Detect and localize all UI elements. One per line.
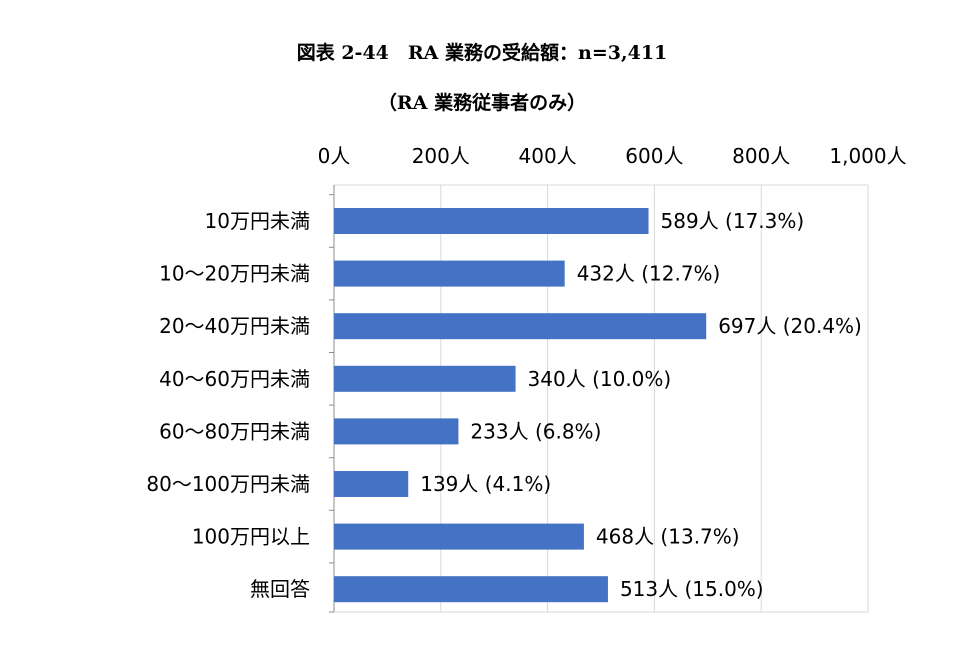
- x-tick-label: 800人: [732, 144, 790, 168]
- x-tick-label: 400人: [519, 144, 577, 168]
- bar: [334, 523, 584, 550]
- category-label: 40～60万円未満: [159, 367, 310, 391]
- bar: [334, 260, 565, 287]
- bar: [334, 208, 649, 234]
- data-label: 432人 (12.7%): [577, 262, 721, 286]
- chart-title: 図表 2-44 RA 業務の受給額：n=3,411: [296, 42, 668, 64]
- bar: [334, 365, 516, 392]
- data-label: 513人 (15.0%): [620, 577, 764, 601]
- data-label: 589人 (17.3%): [661, 209, 805, 233]
- bar: [334, 313, 707, 340]
- chart-subtitle: （RA 業務従事者のみ）: [377, 92, 587, 114]
- category-label: 無回答: [250, 577, 310, 601]
- x-tick-label: 200人: [412, 144, 470, 168]
- x-tick-label: 0人: [318, 144, 351, 168]
- category-label: 60～80万円未満: [159, 419, 310, 443]
- x-tick-label: 1,000人: [829, 144, 906, 168]
- bar: [334, 418, 459, 445]
- data-label: 139人 (4.1%): [420, 472, 551, 496]
- x-tick-label: 600人: [625, 144, 683, 168]
- data-label: 468人 (13.7%): [596, 525, 740, 549]
- category-label: 10～20万円未満: [159, 262, 310, 286]
- data-label: 233人 (6.8%): [470, 419, 601, 443]
- bar: [334, 576, 608, 603]
- category-label: 80～100万円未満: [146, 472, 310, 496]
- category-label: 10万円未満: [205, 209, 310, 233]
- bar: [334, 471, 409, 497]
- category-label: 100万円以上: [192, 525, 310, 549]
- data-label: 697人 (20.4%): [718, 314, 862, 338]
- category-label: 20～40万円未満: [159, 314, 310, 338]
- data-label: 340人 (10.0%): [528, 367, 672, 391]
